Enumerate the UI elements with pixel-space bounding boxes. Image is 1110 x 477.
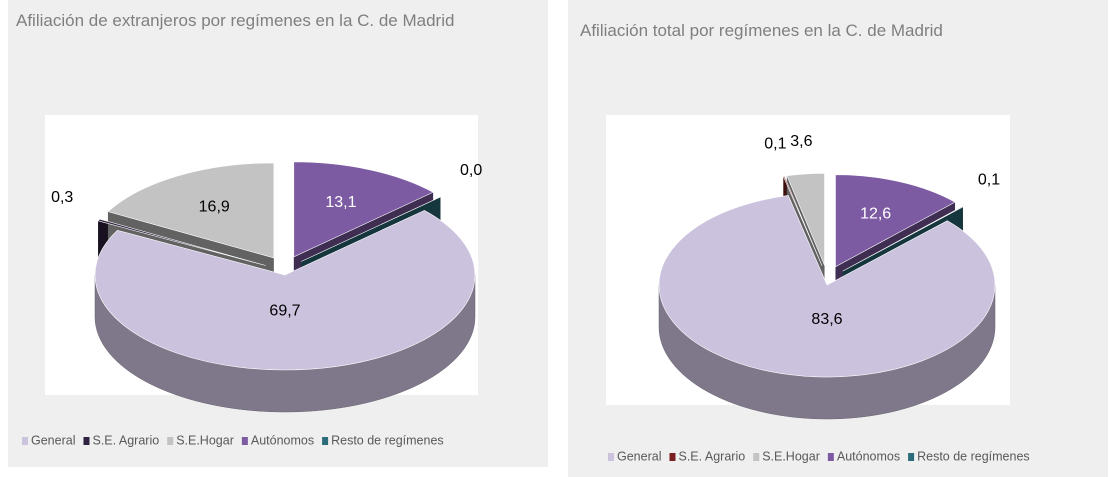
slice <box>293 161 434 258</box>
legend-swatch <box>608 453 614 461</box>
legend-swatch <box>167 437 174 445</box>
data-label: 12,6 <box>860 205 891 222</box>
legend-swatch <box>83 437 90 445</box>
legend-label: Autónomos <box>837 449 900 463</box>
legend-swatch <box>827 453 834 461</box>
title-line: Afiliación total por regímenes en la C. … <box>580 21 943 40</box>
chart-title: Afiliación total por regímenes en la C. … <box>580 21 943 40</box>
legend-label: Resto de regímenes <box>331 433 444 447</box>
slice <box>97 218 266 266</box>
data-label: 16,9 <box>199 198 230 215</box>
legend-swatch <box>908 453 915 461</box>
data-label: 0,3 <box>51 189 73 206</box>
chart-title: Afiliación de extranjeros por regímenes … <box>16 11 454 30</box>
slice <box>107 162 275 259</box>
legend-label: S.E.Hogar <box>762 449 820 463</box>
data-label: 0,1 <box>764 136 786 153</box>
legend-swatch <box>241 437 248 445</box>
legend-swatch <box>753 453 760 461</box>
slice <box>782 175 823 266</box>
legend-label: S.E. Agrario <box>678 449 745 463</box>
legend-label: Autónomos <box>251 433 314 447</box>
slice <box>94 210 476 371</box>
slice <box>835 174 956 268</box>
data-label: 0,0 <box>460 162 482 179</box>
data-label: 13,1 <box>325 194 356 211</box>
slice <box>842 206 964 272</box>
legend-label: S.E.Hogar <box>176 433 234 447</box>
legend-swatch <box>669 453 676 461</box>
data-label: 69,7 <box>269 302 300 319</box>
title-line: Afiliación de extranjeros por regímenes … <box>16 11 454 30</box>
legend-label: Resto de regímenes <box>917 449 1030 463</box>
legend-label: General <box>31 433 75 447</box>
legend-label: General <box>617 449 661 463</box>
pie <box>94 161 476 413</box>
slice <box>658 195 996 378</box>
legend-swatch <box>22 437 28 445</box>
data-label: 83,6 <box>811 311 842 328</box>
data-label: 3,6 <box>790 133 812 150</box>
legend-swatch <box>322 437 329 445</box>
slice <box>786 173 825 266</box>
data-label: 0,1 <box>978 172 1000 189</box>
legend-label: S.E. Agrario <box>92 433 159 447</box>
pie <box>658 173 996 420</box>
